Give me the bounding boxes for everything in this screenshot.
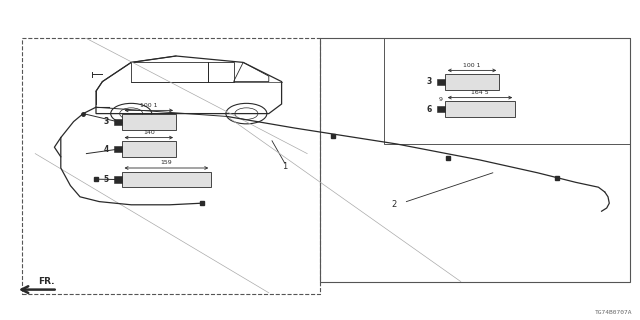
Text: 3: 3: [427, 77, 432, 86]
Text: 164 5: 164 5: [471, 90, 489, 95]
Text: 3: 3: [104, 117, 109, 126]
Polygon shape: [445, 101, 515, 117]
Polygon shape: [437, 79, 445, 85]
Polygon shape: [445, 74, 499, 90]
Polygon shape: [122, 172, 211, 187]
Text: 6: 6: [427, 105, 432, 114]
Text: 159: 159: [161, 160, 172, 165]
Text: 140: 140: [143, 130, 155, 135]
Text: FR.: FR.: [38, 277, 54, 286]
Text: 100 1: 100 1: [463, 63, 481, 68]
Polygon shape: [122, 114, 176, 130]
Polygon shape: [114, 119, 122, 125]
Polygon shape: [114, 176, 122, 183]
Text: 4: 4: [104, 145, 109, 154]
Text: 100 1: 100 1: [140, 103, 157, 108]
Polygon shape: [114, 146, 122, 152]
Text: 2: 2: [391, 200, 396, 209]
Text: 9: 9: [439, 97, 443, 102]
Text: 5: 5: [104, 175, 109, 184]
Polygon shape: [122, 141, 176, 157]
Polygon shape: [437, 106, 445, 112]
Text: 1: 1: [282, 162, 287, 171]
Text: TG74B0707A: TG74B0707A: [595, 310, 632, 315]
